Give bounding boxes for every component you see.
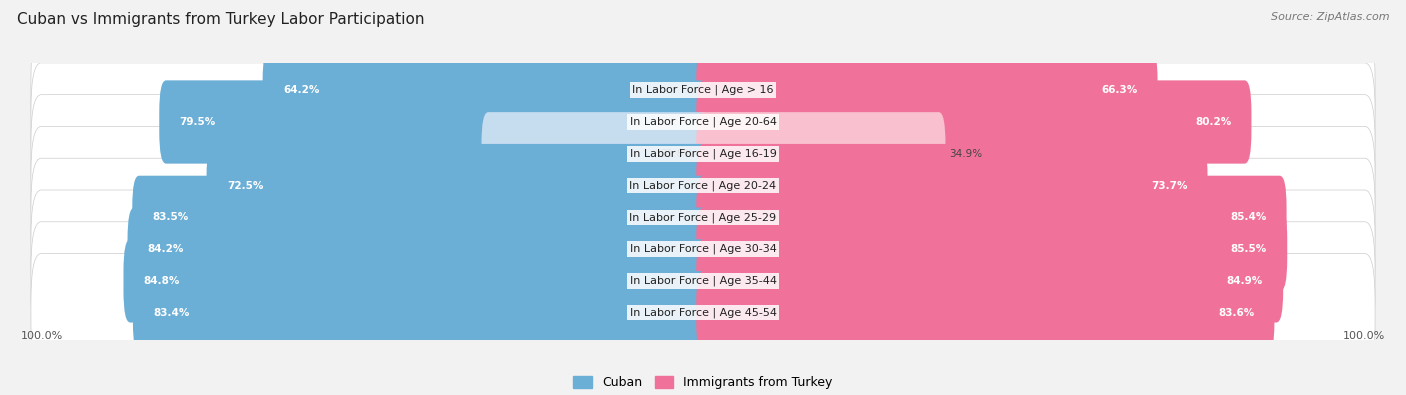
Text: 83.5%: 83.5% bbox=[152, 213, 188, 222]
Text: Cuban vs Immigrants from Turkey Labor Participation: Cuban vs Immigrants from Turkey Labor Pa… bbox=[17, 12, 425, 27]
Text: In Labor Force | Age 30-34: In Labor Force | Age 30-34 bbox=[630, 244, 776, 254]
Text: 34.9%: 34.9% bbox=[949, 149, 981, 159]
Text: 100.0%: 100.0% bbox=[1343, 331, 1385, 340]
FancyBboxPatch shape bbox=[132, 176, 710, 259]
Text: 85.5%: 85.5% bbox=[1230, 244, 1267, 254]
Text: In Labor Force | Age > 16: In Labor Force | Age > 16 bbox=[633, 85, 773, 96]
Text: 84.9%: 84.9% bbox=[1226, 276, 1263, 286]
Text: In Labor Force | Age 20-24: In Labor Force | Age 20-24 bbox=[630, 180, 776, 191]
Text: In Labor Force | Age 35-44: In Labor Force | Age 35-44 bbox=[630, 276, 776, 286]
FancyBboxPatch shape bbox=[31, 31, 1375, 149]
Legend: Cuban, Immigrants from Turkey: Cuban, Immigrants from Turkey bbox=[568, 371, 838, 394]
Text: 79.5%: 79.5% bbox=[180, 117, 215, 127]
FancyBboxPatch shape bbox=[159, 80, 710, 164]
FancyBboxPatch shape bbox=[31, 222, 1375, 340]
Text: 83.6%: 83.6% bbox=[1218, 308, 1254, 318]
FancyBboxPatch shape bbox=[31, 126, 1375, 245]
FancyBboxPatch shape bbox=[696, 176, 1286, 259]
Text: In Labor Force | Age 20-64: In Labor Force | Age 20-64 bbox=[630, 117, 776, 127]
Text: In Labor Force | Age 16-19: In Labor Force | Age 16-19 bbox=[630, 149, 776, 159]
FancyBboxPatch shape bbox=[31, 190, 1375, 308]
Text: In Labor Force | Age 25-29: In Labor Force | Age 25-29 bbox=[630, 212, 776, 223]
FancyBboxPatch shape bbox=[696, 207, 1288, 291]
FancyBboxPatch shape bbox=[31, 158, 1375, 276]
FancyBboxPatch shape bbox=[696, 271, 1274, 354]
FancyBboxPatch shape bbox=[263, 49, 710, 132]
FancyBboxPatch shape bbox=[31, 63, 1375, 181]
FancyBboxPatch shape bbox=[696, 80, 1251, 164]
Text: 64.2%: 64.2% bbox=[283, 85, 319, 95]
Text: 83.4%: 83.4% bbox=[153, 308, 190, 318]
Text: 84.2%: 84.2% bbox=[148, 244, 184, 254]
FancyBboxPatch shape bbox=[696, 239, 1284, 323]
FancyBboxPatch shape bbox=[31, 95, 1375, 213]
FancyBboxPatch shape bbox=[481, 112, 710, 196]
FancyBboxPatch shape bbox=[696, 49, 1157, 132]
Text: 100.0%: 100.0% bbox=[21, 331, 63, 340]
Text: In Labor Force | Age 45-54: In Labor Force | Age 45-54 bbox=[630, 307, 776, 318]
FancyBboxPatch shape bbox=[696, 144, 1208, 227]
Text: 73.7%: 73.7% bbox=[1150, 181, 1187, 190]
Text: 72.5%: 72.5% bbox=[226, 181, 263, 190]
Text: 85.4%: 85.4% bbox=[1230, 213, 1267, 222]
Text: Source: ZipAtlas.com: Source: ZipAtlas.com bbox=[1271, 12, 1389, 22]
FancyBboxPatch shape bbox=[207, 144, 710, 227]
FancyBboxPatch shape bbox=[31, 254, 1375, 372]
FancyBboxPatch shape bbox=[134, 271, 710, 354]
Text: 31.8%: 31.8% bbox=[659, 149, 693, 159]
FancyBboxPatch shape bbox=[124, 239, 710, 323]
Text: 80.2%: 80.2% bbox=[1195, 117, 1232, 127]
FancyBboxPatch shape bbox=[696, 112, 945, 196]
FancyBboxPatch shape bbox=[128, 207, 710, 291]
Text: 66.3%: 66.3% bbox=[1101, 85, 1137, 95]
Text: 84.8%: 84.8% bbox=[143, 276, 180, 286]
